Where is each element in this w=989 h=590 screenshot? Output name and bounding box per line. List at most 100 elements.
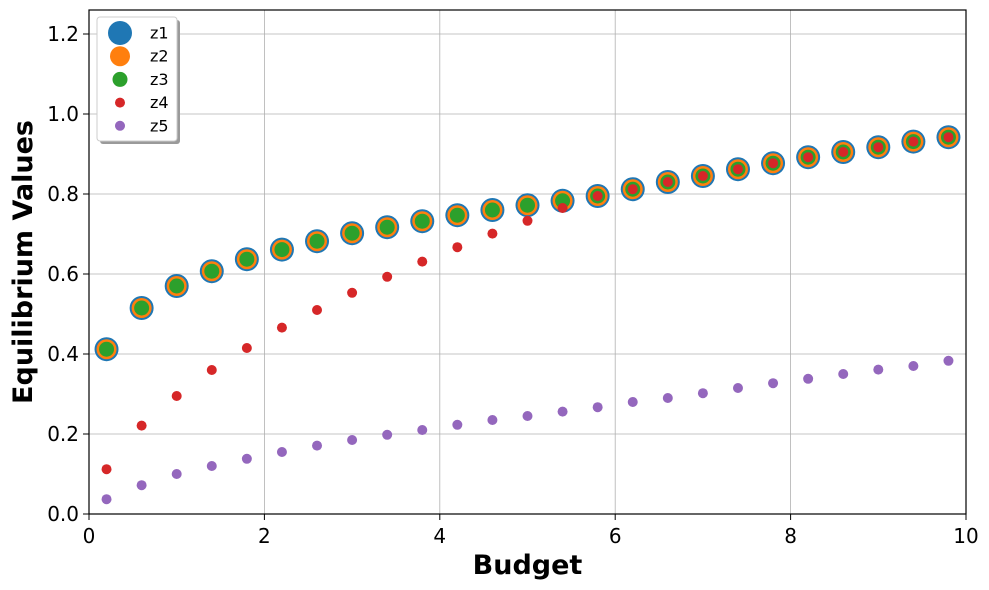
x-tick-label: 2 — [258, 524, 271, 548]
point-z3 — [449, 207, 465, 223]
y-tick-label: 1.2 — [47, 22, 79, 46]
point-z5 — [627, 397, 638, 407]
point-z5 — [873, 364, 884, 375]
x-tick-label: 8 — [784, 524, 797, 548]
point-z4 — [241, 343, 252, 353]
point-z4 — [908, 136, 919, 147]
point-z4 — [557, 203, 568, 213]
point-z4 — [768, 158, 779, 169]
y-tick-label: 1.0 — [47, 102, 79, 126]
plot-frame — [88, 9, 967, 515]
point-z5 — [136, 480, 147, 491]
legend-marker-z4 — [115, 97, 125, 108]
point-z3 — [204, 263, 220, 279]
y-tick-label: 0.8 — [47, 182, 79, 206]
point-z5 — [417, 425, 428, 435]
y-axis-label: Equilibrium Values — [8, 120, 39, 404]
point-z4 — [662, 177, 673, 187]
legend-marker-z3 — [112, 71, 128, 87]
point-z4 — [417, 256, 428, 267]
legend-label-z2: z2 — [150, 47, 169, 66]
x-tick-label: 6 — [609, 524, 622, 548]
point-z4 — [803, 152, 814, 163]
legend-label-z1: z1 — [150, 24, 169, 43]
y-tick-label: 0.2 — [47, 422, 79, 446]
point-z3 — [274, 242, 290, 258]
series-z3 — [99, 129, 956, 357]
series-z2 — [96, 127, 959, 360]
point-z4 — [943, 132, 954, 143]
point-z4 — [101, 464, 112, 475]
point-z3 — [414, 213, 430, 229]
data-points — [94, 125, 961, 505]
point-z4 — [136, 420, 147, 431]
grid — [88, 10, 967, 515]
point-z3 — [344, 225, 360, 241]
point-z3 — [520, 197, 535, 213]
point-z4 — [452, 242, 463, 253]
point-z4 — [697, 171, 708, 181]
legend-marker-z2 — [110, 46, 130, 67]
legend: z1 z2 z3 z4 z5 — [96, 16, 180, 144]
point-z5 — [557, 406, 568, 417]
point-z3 — [309, 233, 325, 249]
point-z5 — [732, 383, 743, 393]
legend-marker-z5 — [115, 120, 125, 131]
point-z5 — [943, 355, 954, 366]
point-z4 — [732, 164, 743, 175]
point-z5 — [452, 419, 463, 430]
point-z4 — [522, 215, 533, 226]
series-z1 — [94, 125, 961, 362]
point-z4 — [312, 305, 323, 315]
point-z3 — [379, 219, 395, 235]
point-z5 — [592, 402, 603, 413]
point-z4 — [382, 271, 393, 282]
y-tick-label: 0.0 — [47, 502, 79, 526]
point-z5 — [241, 453, 252, 464]
point-z3 — [239, 251, 255, 267]
series-z4 — [101, 132, 954, 475]
y-tick-label: 0.6 — [47, 262, 79, 286]
point-z5 — [382, 429, 393, 440]
point-z3 — [99, 341, 115, 357]
point-z5 — [276, 447, 287, 457]
point-z5 — [206, 461, 217, 471]
legend-label-z4: z4 — [150, 93, 169, 112]
point-z5 — [171, 469, 182, 479]
point-z3 — [134, 300, 150, 316]
point-z5 — [768, 378, 779, 389]
point-z4 — [347, 287, 358, 298]
legend-marker-z1 — [108, 21, 132, 45]
point-z5 — [697, 388, 708, 399]
legend-label-z3: z3 — [150, 70, 169, 89]
point-z5 — [487, 415, 498, 425]
x-tick-label: 10 — [953, 524, 978, 548]
point-z3 — [169, 278, 185, 294]
point-z5 — [347, 435, 358, 445]
axis-ticks: 0 2 4 6 8 10 0.0 0.2 0.4 0.6 0.8 1.0 1.2 — [47, 22, 979, 548]
point-z4 — [206, 365, 217, 375]
point-z3 — [484, 202, 500, 218]
point-z4 — [627, 184, 638, 195]
point-z4 — [171, 391, 182, 401]
point-z5 — [522, 411, 533, 421]
y-tick-label: 0.4 — [47, 342, 79, 366]
point-z4 — [592, 191, 603, 201]
point-z5 — [908, 361, 919, 371]
point-z4 — [276, 322, 287, 333]
point-z4 — [873, 142, 884, 153]
x-tick-label: 0 — [83, 524, 96, 548]
x-tick-label: 4 — [433, 524, 446, 548]
point-z5 — [662, 393, 673, 403]
point-z5 — [101, 494, 112, 505]
point-z3 — [555, 193, 571, 209]
x-axis-label: Budget — [473, 550, 583, 581]
point-z5 — [838, 369, 849, 379]
point-z4 — [838, 147, 849, 157]
series-z5 — [101, 355, 954, 505]
point-z5 — [803, 373, 814, 384]
legend-label-z5: z5 — [150, 116, 169, 135]
point-z5 — [312, 440, 323, 451]
point-z4 — [487, 228, 498, 239]
